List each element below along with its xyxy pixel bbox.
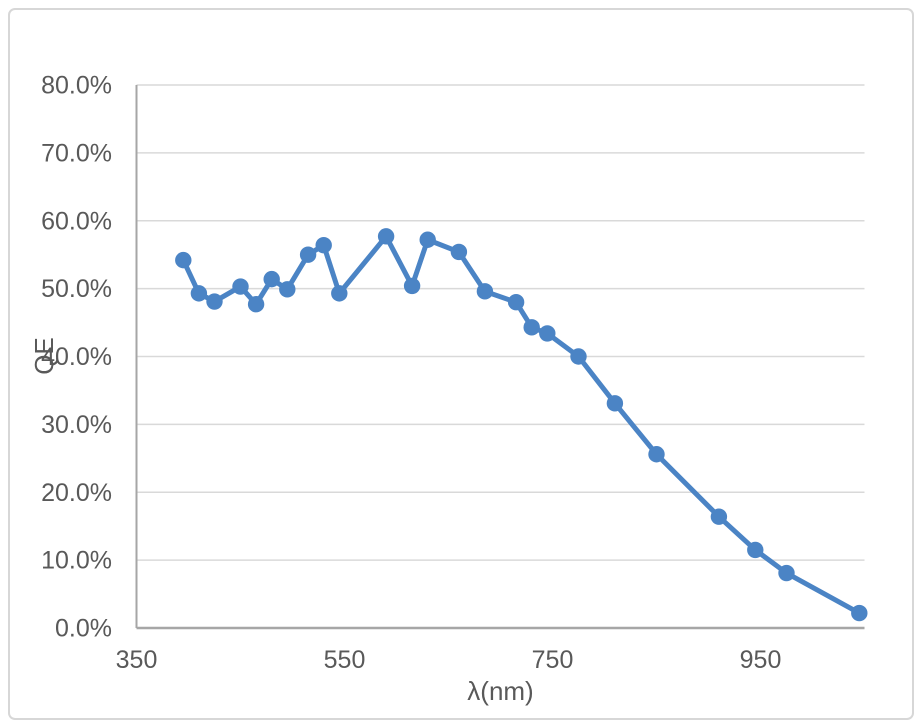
y-tick-label: 0.0% — [55, 615, 112, 643]
data-point-marker — [747, 541, 764, 559]
data-point-marker — [539, 325, 556, 342]
y-tick-label: 40.0% — [41, 343, 112, 371]
x-tick-label: 350 — [116, 646, 158, 674]
data-point-marker — [377, 228, 395, 245]
y-axis-title: QE — [29, 337, 59, 375]
data-point-marker — [507, 294, 525, 311]
data-point-marker — [279, 281, 296, 298]
y-tick-label: 80.0% — [41, 72, 112, 100]
series-qe — [175, 228, 868, 622]
x-axis-title: λ(nm) — [467, 676, 534, 706]
y-tick-label: 10.0% — [41, 547, 112, 575]
data-point-marker — [648, 446, 665, 463]
data-point-marker — [299, 246, 317, 263]
data-point-marker — [206, 293, 223, 310]
data-point-marker — [710, 508, 728, 525]
data-point-marker — [570, 348, 587, 365]
data-point-marker — [247, 296, 265, 313]
data-point-marker — [175, 251, 192, 269]
x-axis-tick-labels: 350 550 750 950 — [116, 646, 782, 674]
data-point-marker — [315, 236, 332, 254]
y-tick-label: 30.0% — [41, 411, 112, 439]
data-point-marker — [450, 243, 468, 261]
data-point-marker — [331, 285, 348, 302]
data-point-marker — [606, 395, 624, 412]
y-tick-label: 60.0% — [41, 207, 112, 235]
data-point-marker — [190, 285, 208, 302]
y-tick-label: 70.0% — [41, 139, 112, 167]
data-point-marker — [419, 231, 436, 248]
axis-lines — [135, 85, 865, 630]
data-point-marker — [476, 283, 494, 300]
data-point-marker — [232, 278, 249, 295]
data-point-marker — [403, 277, 421, 295]
data-point-marker — [263, 270, 280, 288]
y-gridlines — [136, 84, 865, 561]
chart-border — [8, 8, 914, 720]
y-tick-label: 50.0% — [41, 275, 112, 303]
data-point-marker — [851, 604, 868, 622]
x-tick-label: 750 — [532, 646, 574, 674]
data-point-marker — [778, 564, 795, 582]
x-tick-label: 950 — [740, 646, 782, 674]
data-point-marker — [523, 319, 540, 336]
y-tick-label: 20.0% — [41, 479, 112, 507]
x-tick-label: 550 — [324, 646, 366, 674]
y-axis-tick-labels: 0.0% 10.0% 20.0% 30.0% 40.0% 50.0% 60.0% 70.0% 8… — [41, 72, 112, 643]
